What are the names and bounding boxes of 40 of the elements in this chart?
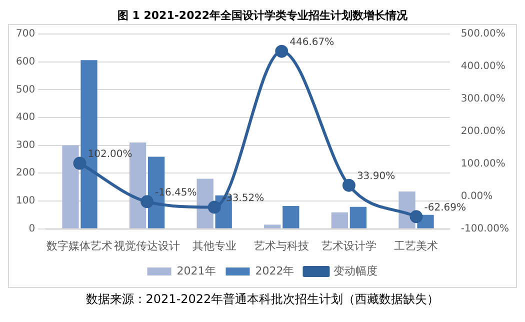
source-note: 数据来源：2021-2022年普通本科批次招生计划（西藏数据缺失） <box>84 291 440 308</box>
y-tick-label: 100 <box>16 196 36 207</box>
x-tick-label: 其他专业 <box>192 239 236 252</box>
point <box>208 200 221 214</box>
bar <box>350 206 367 228</box>
bar <box>331 212 348 228</box>
y-tick-label: 200 <box>16 168 36 179</box>
legend-label: 2021年 <box>176 264 216 278</box>
y2-tick-label: 300.00% <box>460 94 506 105</box>
y2-tick-label: -100.00% <box>460 223 510 234</box>
point <box>275 44 288 58</box>
chart-title: 图 1 2021-2022年全国设计学类专业招生计划数增长情况 <box>116 8 409 24</box>
point <box>410 210 423 224</box>
y-tick-label: 700 <box>16 28 36 40</box>
y2-tick-label: 0.00% <box>460 190 493 202</box>
bar <box>62 145 79 228</box>
x-tick-label: 艺术设计学 <box>321 239 376 252</box>
x-tick-label: 视觉传达设计 <box>114 239 180 252</box>
y-tick-label: 400 <box>16 112 36 124</box>
data-label: -62.69% <box>424 202 466 214</box>
y-tick-label: 300 <box>16 140 36 151</box>
legend-label: 2022年 <box>255 264 294 278</box>
y2-tick-label: 500.00% <box>460 28 506 40</box>
y-tick-label: 500 <box>16 84 36 96</box>
legend-label: 变动幅度 <box>334 264 378 278</box>
bar <box>282 206 300 228</box>
y2-tick-label: 100.00% <box>460 158 506 170</box>
point <box>342 178 356 192</box>
y-tick-label: 600 <box>16 56 36 68</box>
point <box>73 156 86 170</box>
y2-tick-label: 200.00% <box>460 126 506 137</box>
point <box>140 195 154 208</box>
x-tick-label: 工艺美术 <box>394 239 438 252</box>
x-tick-label: 艺术与科技 <box>254 239 310 252</box>
y2-tick-label: 400.00% <box>460 61 506 72</box>
data-label: 446.67% <box>290 36 334 48</box>
bar <box>264 224 281 228</box>
y-tick-label: 0 <box>28 223 36 234</box>
x-tick-label: 数字媒体艺术 <box>46 239 113 252</box>
data-label: 33.90% <box>356 170 396 182</box>
